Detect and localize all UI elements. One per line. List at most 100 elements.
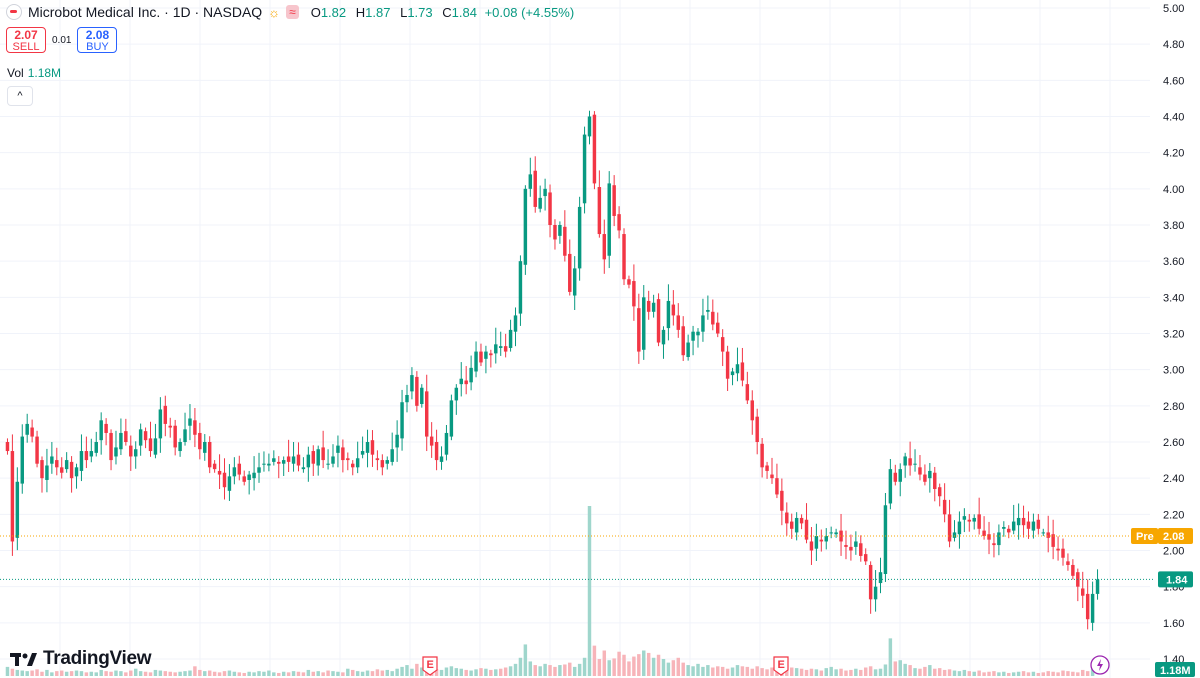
volume-bar: [819, 670, 824, 676]
volume-bar: [977, 670, 981, 676]
volume-bar: [1021, 671, 1026, 676]
volume-bar: [464, 669, 468, 676]
volume-bar: [301, 672, 306, 676]
volume-bar: [311, 671, 316, 676]
volume-bar: [553, 666, 557, 676]
candle: [543, 188, 547, 197]
volume-bar: [1090, 668, 1095, 676]
volume-bar: [1056, 672, 1060, 676]
volume-bar: [725, 668, 730, 676]
candle: [933, 472, 937, 490]
volume-bar: [651, 657, 656, 676]
candle: [656, 299, 661, 343]
candle: [558, 225, 562, 236]
candle: [138, 429, 143, 446]
y-tick-label: 5.00: [1163, 3, 1184, 15]
volume-bar: [523, 644, 528, 676]
y-tick-label: 4.60: [1163, 75, 1184, 87]
volume-bar: [183, 671, 187, 676]
volume-bar: [267, 670, 271, 676]
tradingview-logo[interactable]: TradingView: [10, 648, 152, 670]
volume-bar: [434, 669, 439, 676]
volume-bar: [558, 665, 562, 676]
volume-bar: [360, 671, 365, 676]
symbol-title[interactable]: Microbot Medical Inc. · 1D · NASDAQ: [28, 4, 263, 20]
candle: [533, 170, 537, 207]
volume-bar: [592, 645, 597, 676]
candle: [765, 465, 769, 471]
volume-bar: [923, 666, 927, 676]
volume-bar: [351, 669, 355, 676]
volume-bar: [937, 668, 942, 676]
volume-bar: [168, 671, 172, 676]
y-tick-label: 3.20: [1163, 329, 1184, 341]
volume-bar: [336, 671, 340, 676]
candle: [272, 458, 276, 462]
y-tick-label: 4.00: [1163, 184, 1184, 196]
candle: [405, 394, 409, 403]
buy-button[interactable]: 2.08 BUY: [77, 27, 118, 53]
volume-tag: [1155, 662, 1195, 677]
volume-bar: [1066, 671, 1070, 676]
volume-bar: [829, 666, 833, 676]
candle: [1026, 521, 1031, 529]
volume-bar: [972, 671, 976, 676]
candle: [711, 311, 715, 325]
volume-bar: [158, 670, 163, 676]
volume-bar: [789, 667, 794, 676]
candle: [15, 481, 20, 538]
volume-bar: [1031, 671, 1036, 676]
candle: [55, 460, 59, 468]
pre-label: Pre: [1136, 531, 1154, 543]
candle: [400, 402, 404, 439]
candle: [785, 512, 789, 524]
volume-bar: [656, 654, 661, 676]
candle: [893, 472, 898, 482]
candle: [903, 456, 907, 466]
candle: [153, 438, 158, 455]
candle: [429, 436, 434, 446]
candle: [390, 449, 394, 462]
sell-button[interactable]: 2.07 SELL: [6, 27, 46, 53]
candle: [967, 519, 972, 522]
sun-icon[interactable]: ☼: [268, 4, 281, 20]
candle: [937, 487, 942, 497]
volume-bar: [94, 672, 98, 676]
candle: [834, 532, 838, 535]
collapse-legend-button[interactable]: ^: [7, 86, 33, 106]
volume-bar: [227, 670, 232, 676]
candle: [227, 476, 232, 491]
y-tick-label: 1.60: [1163, 618, 1184, 630]
candle: [45, 465, 49, 480]
candle: [632, 281, 636, 307]
volume-bar: [272, 672, 276, 676]
candle: [188, 418, 192, 426]
candle: [360, 451, 365, 455]
wave-icon[interactable]: ≈: [286, 5, 299, 19]
candle: [1081, 588, 1085, 596]
candle: [1011, 521, 1016, 531]
volume-bar: [207, 670, 212, 676]
volume-bar: [849, 669, 853, 676]
volume-bar: [597, 659, 602, 676]
candle: [1016, 517, 1021, 526]
candle: [351, 463, 355, 468]
volume-bar: [306, 669, 311, 676]
candle: [720, 337, 725, 352]
candle: [50, 456, 54, 464]
candle: [346, 458, 350, 461]
candle: [1095, 579, 1100, 594]
volume-bar: [918, 668, 922, 676]
volume-bar: [676, 657, 681, 676]
candle: [696, 331, 700, 336]
symbol-logo-icon: [6, 4, 22, 20]
candle: [873, 586, 878, 600]
candle: [212, 463, 217, 470]
volume-bar: [967, 671, 972, 676]
candle: [1071, 564, 1075, 576]
candle: [770, 474, 774, 479]
candle: [203, 442, 207, 453]
volume-bar: [1076, 672, 1080, 676]
volume-bar: [839, 668, 843, 676]
